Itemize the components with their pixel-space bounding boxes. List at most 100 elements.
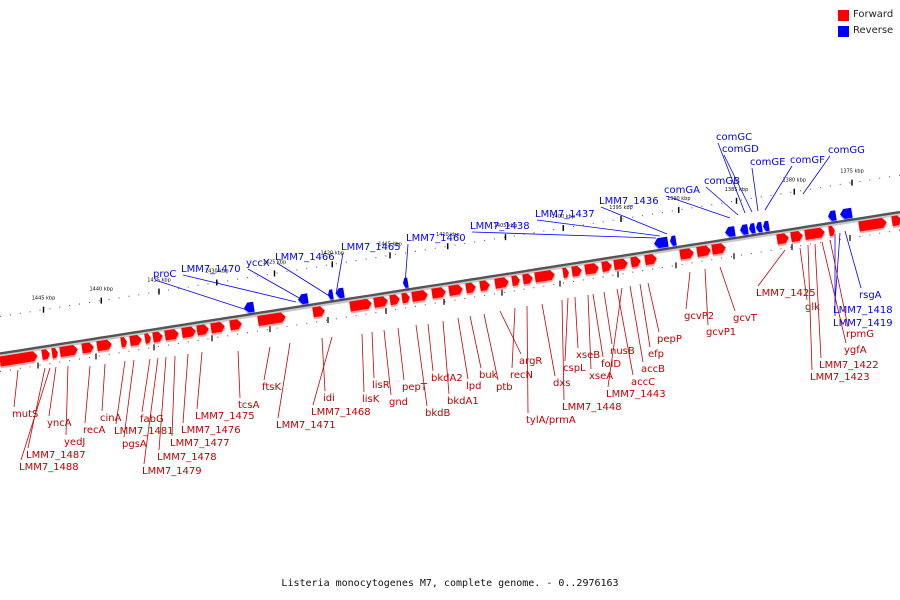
reverse-gene-arrow: [828, 210, 837, 223]
leader-line: [27, 367, 46, 449]
gene-label: mutS: [12, 409, 38, 420]
gene-label: comGC: [716, 132, 752, 143]
leader-line: [587, 294, 592, 370]
forward-gene-arrow: [511, 275, 521, 289]
forward-gene-arrow: [411, 290, 429, 304]
forward-gene-arrow: [891, 215, 900, 229]
forward-gene-arrow: [210, 321, 226, 336]
gene-label: comGD: [722, 144, 759, 155]
leader-line: [101, 363, 106, 412]
gene-label: LMM7_1419: [833, 318, 893, 329]
leader-line: [427, 323, 434, 372]
leader-line: [237, 350, 241, 399]
leader-line: [404, 243, 409, 286]
forward-gene-arrow: [804, 227, 826, 242]
forward-gene-arrow: [51, 347, 59, 361]
inner-scale-dots: [0, 229, 900, 373]
forward-gene-arrow: [571, 265, 583, 279]
leader-line: [182, 274, 297, 303]
forward-gene-arrow: [613, 258, 629, 273]
reverse-gene-arrow: [244, 301, 255, 315]
gene-label: LMM7_1487: [26, 450, 86, 461]
leader-line: [277, 342, 291, 419]
legend-forward-label: Forward: [853, 9, 894, 20]
leader-line: [536, 219, 661, 237]
leader-line: [665, 195, 731, 219]
forward-gene-arrow: [790, 231, 804, 245]
gene-label: lisK: [362, 394, 380, 405]
gene-label: LMM7_1465: [341, 242, 401, 253]
reverse-gene-arrow: [403, 277, 410, 290]
gene-label: ftsK: [262, 382, 281, 393]
leader-line: [48, 366, 57, 417]
forward-gene-arrow: [776, 233, 790, 247]
leader-line: [196, 351, 203, 410]
leader-line: [719, 266, 736, 312]
gene-label: tcsA: [238, 400, 260, 411]
leader-line: [471, 231, 657, 239]
gene-label: LMM7_1478: [157, 452, 217, 463]
leader-line: [143, 357, 159, 465]
leader-line: [247, 268, 302, 300]
gene-label: accC: [631, 377, 655, 388]
gene-label: ygfA: [844, 345, 867, 356]
forward-gene-arrow: [312, 306, 326, 320]
reverse-gene-arrow: [756, 221, 764, 235]
reverse-gene-arrow: [298, 293, 309, 307]
leader-line: [844, 230, 862, 289]
leader-line: [276, 262, 332, 298]
gene-label: LMM7_1422: [819, 360, 879, 371]
gene-label: cinA: [100, 413, 122, 424]
forward-gene-arrow: [257, 312, 286, 328]
forward-gene-arrow: [644, 254, 658, 268]
reverse-gene-arrow: [654, 236, 669, 251]
gene-label: argR: [519, 356, 542, 367]
gene-label: efp: [648, 349, 664, 360]
forward-gene-arrow: [164, 329, 180, 343]
gene-label: ptb: [496, 382, 513, 393]
gene-label: gcvP2: [684, 311, 714, 322]
gene-label: xseB: [576, 350, 600, 361]
forward-gene-arrow: [0, 351, 38, 369]
leader-line: [397, 327, 405, 381]
forward-gene-arrow: [120, 337, 128, 350]
leader-line: [483, 313, 499, 381]
gene-label: LMM7_1476: [181, 425, 241, 436]
tick-label: 1425 kbp: [263, 259, 287, 265]
gene-label: LMM7_1437: [535, 209, 595, 220]
gene-label: LMM7_1438: [470, 221, 530, 232]
tick-label: 1415 kbp: [378, 241, 402, 247]
gene-label: comGE: [750, 157, 785, 168]
gene-label: glk: [805, 302, 820, 313]
gene-label: LMM7_1466: [275, 252, 335, 263]
leader-line: [561, 299, 565, 401]
leader-line: [799, 247, 808, 301]
leader-line: [442, 320, 450, 395]
leader-line: [639, 283, 651, 348]
forward-gene-arrow: [229, 319, 243, 333]
tick-label: 1380 kbp: [782, 178, 806, 184]
tick-label: 1410 kbp: [436, 232, 460, 238]
leader-line: [158, 356, 167, 451]
gene-label: LMM7_1436: [599, 196, 659, 207]
leader-line: [361, 333, 365, 393]
gene-label: LMM7_1468: [311, 407, 371, 418]
forward-gene-arrow: [584, 263, 600, 277]
gene-label: yccX: [246, 258, 270, 269]
leader-line: [469, 315, 482, 369]
reverse-gene-arrow: [670, 235, 678, 248]
leader-line: [829, 239, 849, 328]
gene-label: LMM7_1475: [195, 411, 255, 422]
legend-reverse-label: Reverse: [853, 25, 894, 36]
leader-line: [511, 307, 516, 369]
tick-label: 1385 kbp: [725, 187, 749, 193]
forward-gene-arrow: [152, 331, 164, 345]
gene-label: LMM7_1443: [606, 389, 666, 400]
leader-line: [600, 206, 668, 235]
gene-label: gcvP1: [706, 327, 736, 338]
reverse-gene-arrow: [763, 220, 771, 234]
gene-label: LMM7_1471: [276, 420, 336, 431]
gene-label: LMM7_1479: [142, 466, 202, 477]
gene-label: LMM7_1481: [114, 426, 174, 437]
forward-gene-arrow: [373, 296, 389, 310]
